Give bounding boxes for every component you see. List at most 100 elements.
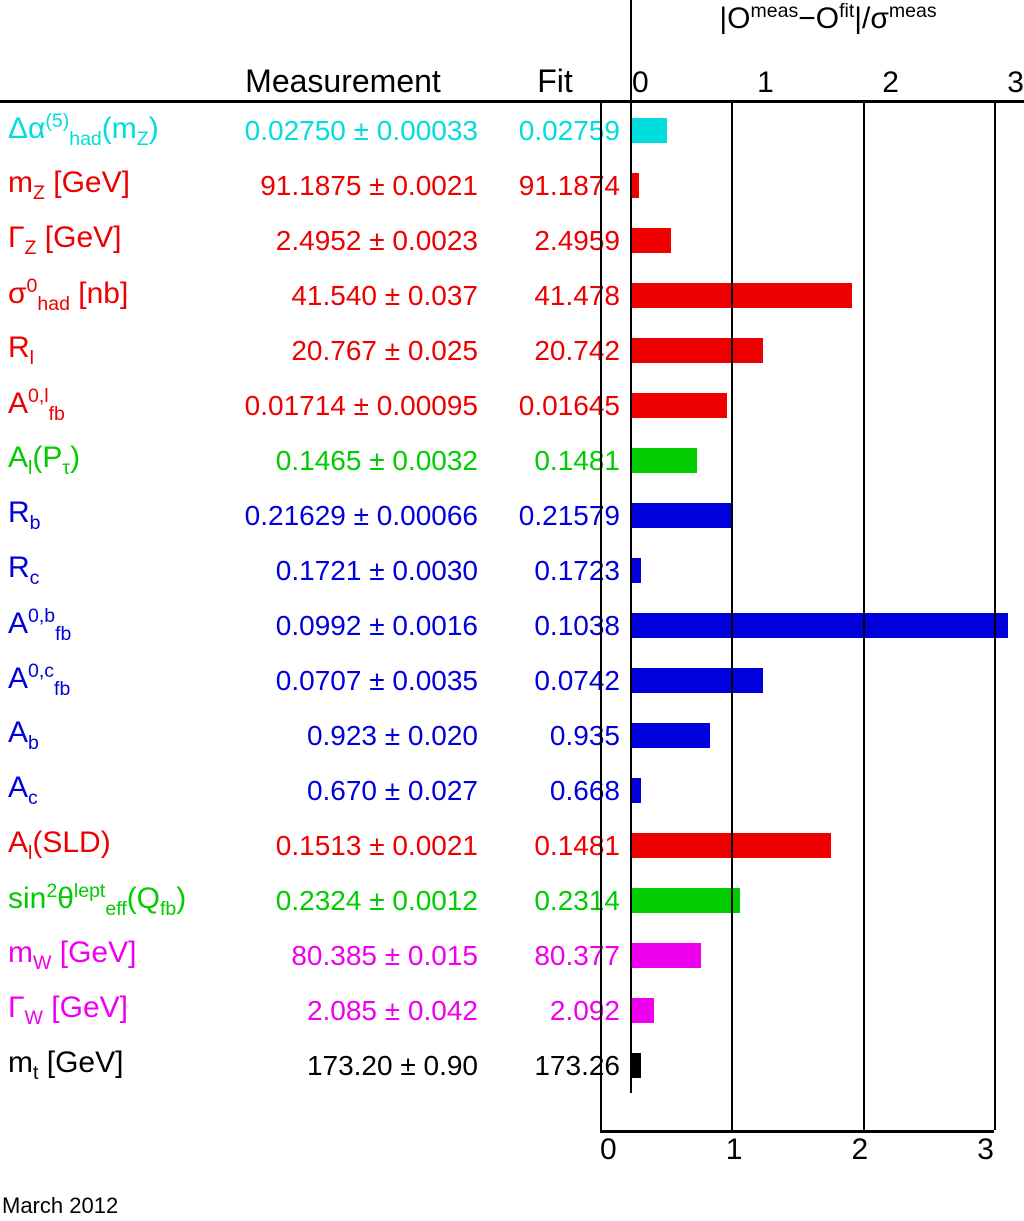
pull-bar — [632, 503, 731, 528]
data-rows: Δα(5)had(mZ)0.02750 ± 0.000330.02759mZ [… — [0, 103, 1024, 1093]
pull-bar — [632, 228, 671, 253]
pull-cell — [630, 103, 1024, 158]
observable-label: Rl — [0, 331, 208, 370]
observable-label: Rc — [0, 551, 208, 590]
fit-value: 2.4959 — [490, 225, 630, 257]
fit-value: 0.1723 — [490, 555, 630, 587]
fit-value: 80.377 — [490, 940, 630, 972]
table-row: Ac0.670 ± 0.0270.668 — [0, 763, 1024, 818]
table-row: ΓW [GeV]2.085 ± 0.0422.092 — [0, 983, 1024, 1038]
fit-value: 0.668 — [490, 775, 630, 807]
observable-label: sin2θlepteff(Qfb) — [0, 880, 208, 921]
fit-value: 0.935 — [490, 720, 630, 752]
table-row: mt [GeV]173.20 ± 0.90173.26 — [0, 1038, 1024, 1093]
measurement-value: 0.02750 ± 0.00033 — [208, 115, 490, 147]
table-row: mZ [GeV]91.1875 ± 0.002191.1874 — [0, 158, 1024, 213]
fit-value: 0.1038 — [490, 610, 630, 642]
fit-value: 173.26 — [490, 1050, 630, 1082]
table-row: Rb0.21629 ± 0.000660.21579 — [0, 488, 1024, 543]
axis-tick: 3 — [977, 1133, 994, 1167]
pull-bar — [632, 118, 667, 143]
fit-value: 0.21579 — [490, 500, 630, 532]
header-measurement: Measurement — [208, 63, 490, 100]
table-row: σ0had [nb]41.540 ± 0.03741.478 — [0, 268, 1024, 323]
observable-label: σ0had [nb] — [0, 275, 208, 316]
table-row: A0,lfb0.01714 ± 0.000950.01645 — [0, 378, 1024, 433]
fit-value: 0.02759 — [490, 115, 630, 147]
observable-label: Δα(5)had(mZ) — [0, 110, 208, 151]
pull-cell — [630, 488, 1024, 543]
pull-cell — [630, 433, 1024, 488]
observable-label: Al(Pτ) — [0, 441, 208, 480]
measurement-value: 2.4952 ± 0.0023 — [208, 225, 490, 257]
table-row: ΓZ [GeV]2.4952 ± 0.00232.4959 — [0, 213, 1024, 268]
observable-label: Ac — [0, 771, 208, 810]
measurement-value: 0.923 ± 0.020 — [208, 720, 490, 752]
observable-label: A0,bfb — [0, 605, 208, 646]
pull-cell — [630, 1038, 1024, 1093]
fit-value: 41.478 — [490, 280, 630, 312]
pull-cell — [630, 873, 1024, 928]
axis-tick: 2 — [882, 66, 899, 100]
measurement-value: 0.0992 ± 0.0016 — [208, 610, 490, 642]
table-row: sin2θlepteff(Qfb)0.2324 ± 0.00120.2314 — [0, 873, 1024, 928]
observable-label: A0,lfb — [0, 385, 208, 426]
pull-bar — [632, 723, 710, 748]
measurement-value: 0.1721 ± 0.0030 — [208, 555, 490, 587]
pull-bar — [632, 448, 697, 473]
measurement-value: 0.1465 ± 0.0032 — [208, 445, 490, 477]
fit-value: 0.2314 — [490, 885, 630, 917]
pull-bar — [632, 998, 654, 1023]
top-axis-labels: 0 1 2 3 — [632, 66, 1024, 100]
measurement-value: 20.767 ± 0.025 — [208, 335, 490, 367]
observable-label: A0,cfb — [0, 660, 208, 701]
pull-bar — [632, 558, 641, 583]
fit-value: 20.742 — [490, 335, 630, 367]
pull-cell — [630, 708, 1024, 763]
table-row: Δα(5)had(mZ)0.02750 ± 0.000330.02759 — [0, 103, 1024, 158]
fit-value: 0.1481 — [490, 830, 630, 862]
pull-cell — [630, 543, 1024, 598]
pull-bar — [632, 173, 639, 198]
header-chart: |Omeas−Ofit|/σmeas 0 1 2 3 — [630, 0, 1024, 100]
observable-label: Rb — [0, 496, 208, 535]
pull-cell — [630, 323, 1024, 378]
measurement-value: 0.670 ± 0.027 — [208, 775, 490, 807]
axis-tick: 0 — [632, 66, 649, 100]
footer-date: March 2012 — [2, 1193, 118, 1219]
measurement-value: 80.385 ± 0.015 — [208, 940, 490, 972]
pull-cell — [630, 928, 1024, 983]
pull-cell — [630, 268, 1024, 323]
fit-value: 0.1481 — [490, 445, 630, 477]
pull-bar — [632, 283, 852, 308]
measurement-value: 91.1875 ± 0.0021 — [208, 170, 490, 202]
pull-bar — [632, 668, 763, 693]
table-row: Ab0.923 ± 0.0200.935 — [0, 708, 1024, 763]
pull-cell — [630, 378, 1024, 433]
measurement-value: 0.2324 ± 0.0012 — [208, 885, 490, 917]
observable-label: ΓW [GeV] — [0, 991, 208, 1030]
pull-cell — [630, 598, 1024, 653]
table-header: Measurement Fit |Omeas−Ofit|/σmeas 0 1 2… — [0, 0, 1024, 103]
electroweak-fit-table: Measurement Fit |Omeas−Ofit|/σmeas 0 1 2… — [0, 0, 1024, 1221]
chart-title: |Omeas−Ofit|/σmeas — [632, 0, 1024, 36]
table-row: Rl20.767 ± 0.02520.742 — [0, 323, 1024, 378]
pull-cell — [630, 653, 1024, 708]
pull-cell — [630, 158, 1024, 213]
table-row: Al(SLD)0.1513 ± 0.00210.1481 — [0, 818, 1024, 873]
fit-value: 0.01645 — [490, 390, 630, 422]
axis-tick: 1 — [757, 66, 774, 100]
pull-cell — [630, 213, 1024, 268]
pull-bar — [632, 778, 641, 803]
axis-tick: 1 — [726, 1133, 743, 1167]
observable-label: Al(SLD) — [0, 826, 208, 865]
measurement-value: 173.20 ± 0.90 — [208, 1050, 490, 1082]
bottom-axis: 0 1 2 3 — [600, 1130, 994, 1183]
table-row: Rc0.1721 ± 0.00300.1723 — [0, 543, 1024, 598]
measurement-value: 0.1513 ± 0.0021 — [208, 830, 490, 862]
measurement-value: 0.21629 ± 0.00066 — [208, 500, 490, 532]
pull-cell — [630, 983, 1024, 1038]
measurement-value: 2.085 ± 0.042 — [208, 995, 490, 1027]
fit-value: 91.1874 — [490, 170, 630, 202]
table-row: A0,bfb0.0992 ± 0.00160.1038 — [0, 598, 1024, 653]
